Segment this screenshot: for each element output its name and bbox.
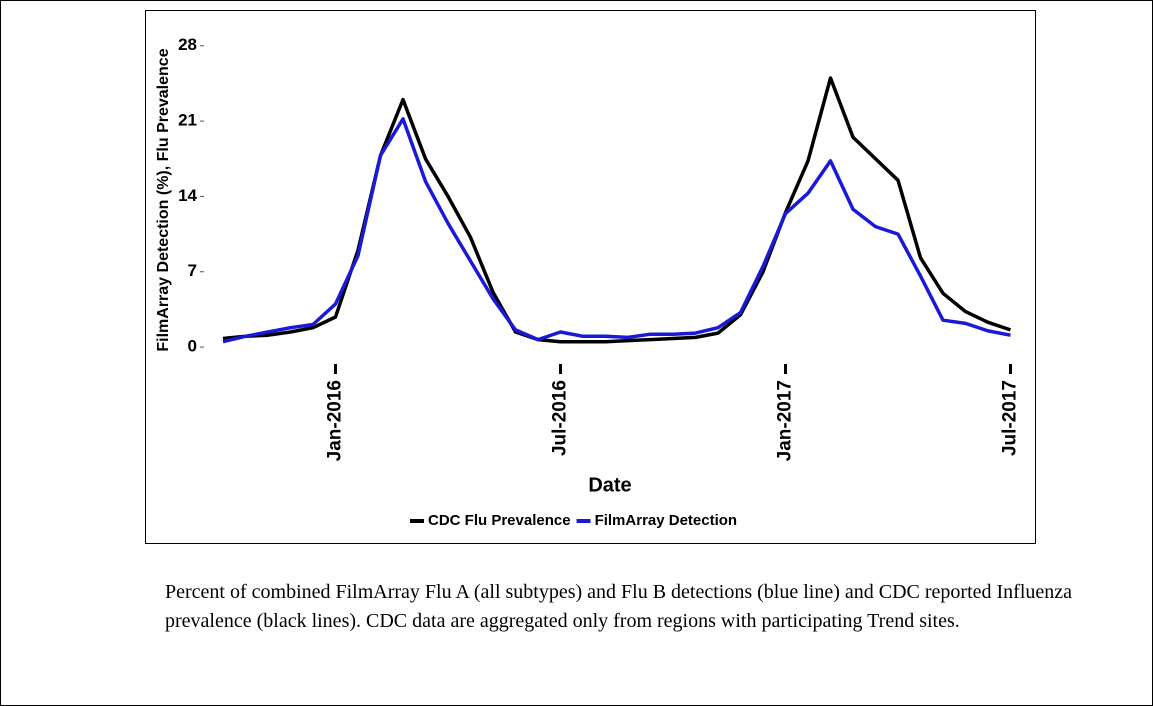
y-tick-label: 21 [178, 111, 197, 130]
y-axis-title: FilmArray Detection (%), Flu Prevalence [155, 48, 172, 351]
x-tick-label: Jan-2017 [775, 380, 796, 461]
x-tick-label: Jul-2016 [550, 380, 571, 456]
x-tick-label: Jul-2017 [1000, 380, 1021, 456]
legend-label: CDC Flu Prevalence [428, 512, 571, 529]
y-tick-label: 7 [188, 261, 197, 280]
y-tick-label: 28 [178, 35, 197, 54]
caption: Percent of combined FilmArray Flu A (all… [165, 581, 1073, 632]
x-axis-title: Date [588, 474, 631, 496]
series-line [222, 76, 1012, 344]
y-tick-label: 0 [188, 337, 197, 356]
y-tick-label: 14 [178, 186, 197, 205]
chart-border [145, 10, 1036, 544]
series-line [222, 117, 1011, 344]
legend-label: FilmArray Detection [595, 512, 738, 529]
x-tick-label: Jan-2016 [325, 380, 346, 461]
